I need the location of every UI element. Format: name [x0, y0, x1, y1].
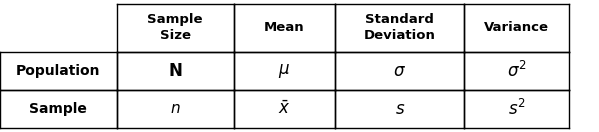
Bar	[464, 90, 569, 128]
Text: Population: Population	[16, 64, 101, 78]
Bar	[234, 90, 335, 128]
Bar	[234, 52, 335, 90]
Text: Variance: Variance	[484, 21, 549, 34]
Text: $\sigma$: $\sigma$	[394, 62, 406, 80]
Bar	[335, 4, 464, 52]
Bar	[335, 52, 464, 90]
Text: $\mu$: $\mu$	[279, 62, 291, 80]
Bar	[117, 4, 234, 52]
Text: Standard
Deviation: Standard Deviation	[364, 13, 435, 42]
Text: Sample
Size: Sample Size	[147, 13, 203, 42]
Text: $s$: $s$	[395, 100, 405, 118]
Bar	[335, 90, 464, 128]
Text: $\bar{x}$: $\bar{x}$	[279, 100, 291, 118]
Text: Sample: Sample	[29, 102, 87, 116]
Text: N: N	[168, 62, 182, 80]
Bar	[0, 4, 117, 52]
Text: $n$: $n$	[170, 102, 180, 116]
Bar	[234, 4, 335, 52]
Text: Mean: Mean	[264, 21, 305, 34]
Text: $\sigma^2$: $\sigma^2$	[507, 61, 527, 81]
Bar	[117, 52, 234, 90]
Text: $s^2$: $s^2$	[508, 99, 525, 119]
Bar	[464, 52, 569, 90]
Bar	[0, 90, 117, 128]
Bar	[0, 52, 117, 90]
Bar	[117, 90, 234, 128]
Bar	[464, 4, 569, 52]
